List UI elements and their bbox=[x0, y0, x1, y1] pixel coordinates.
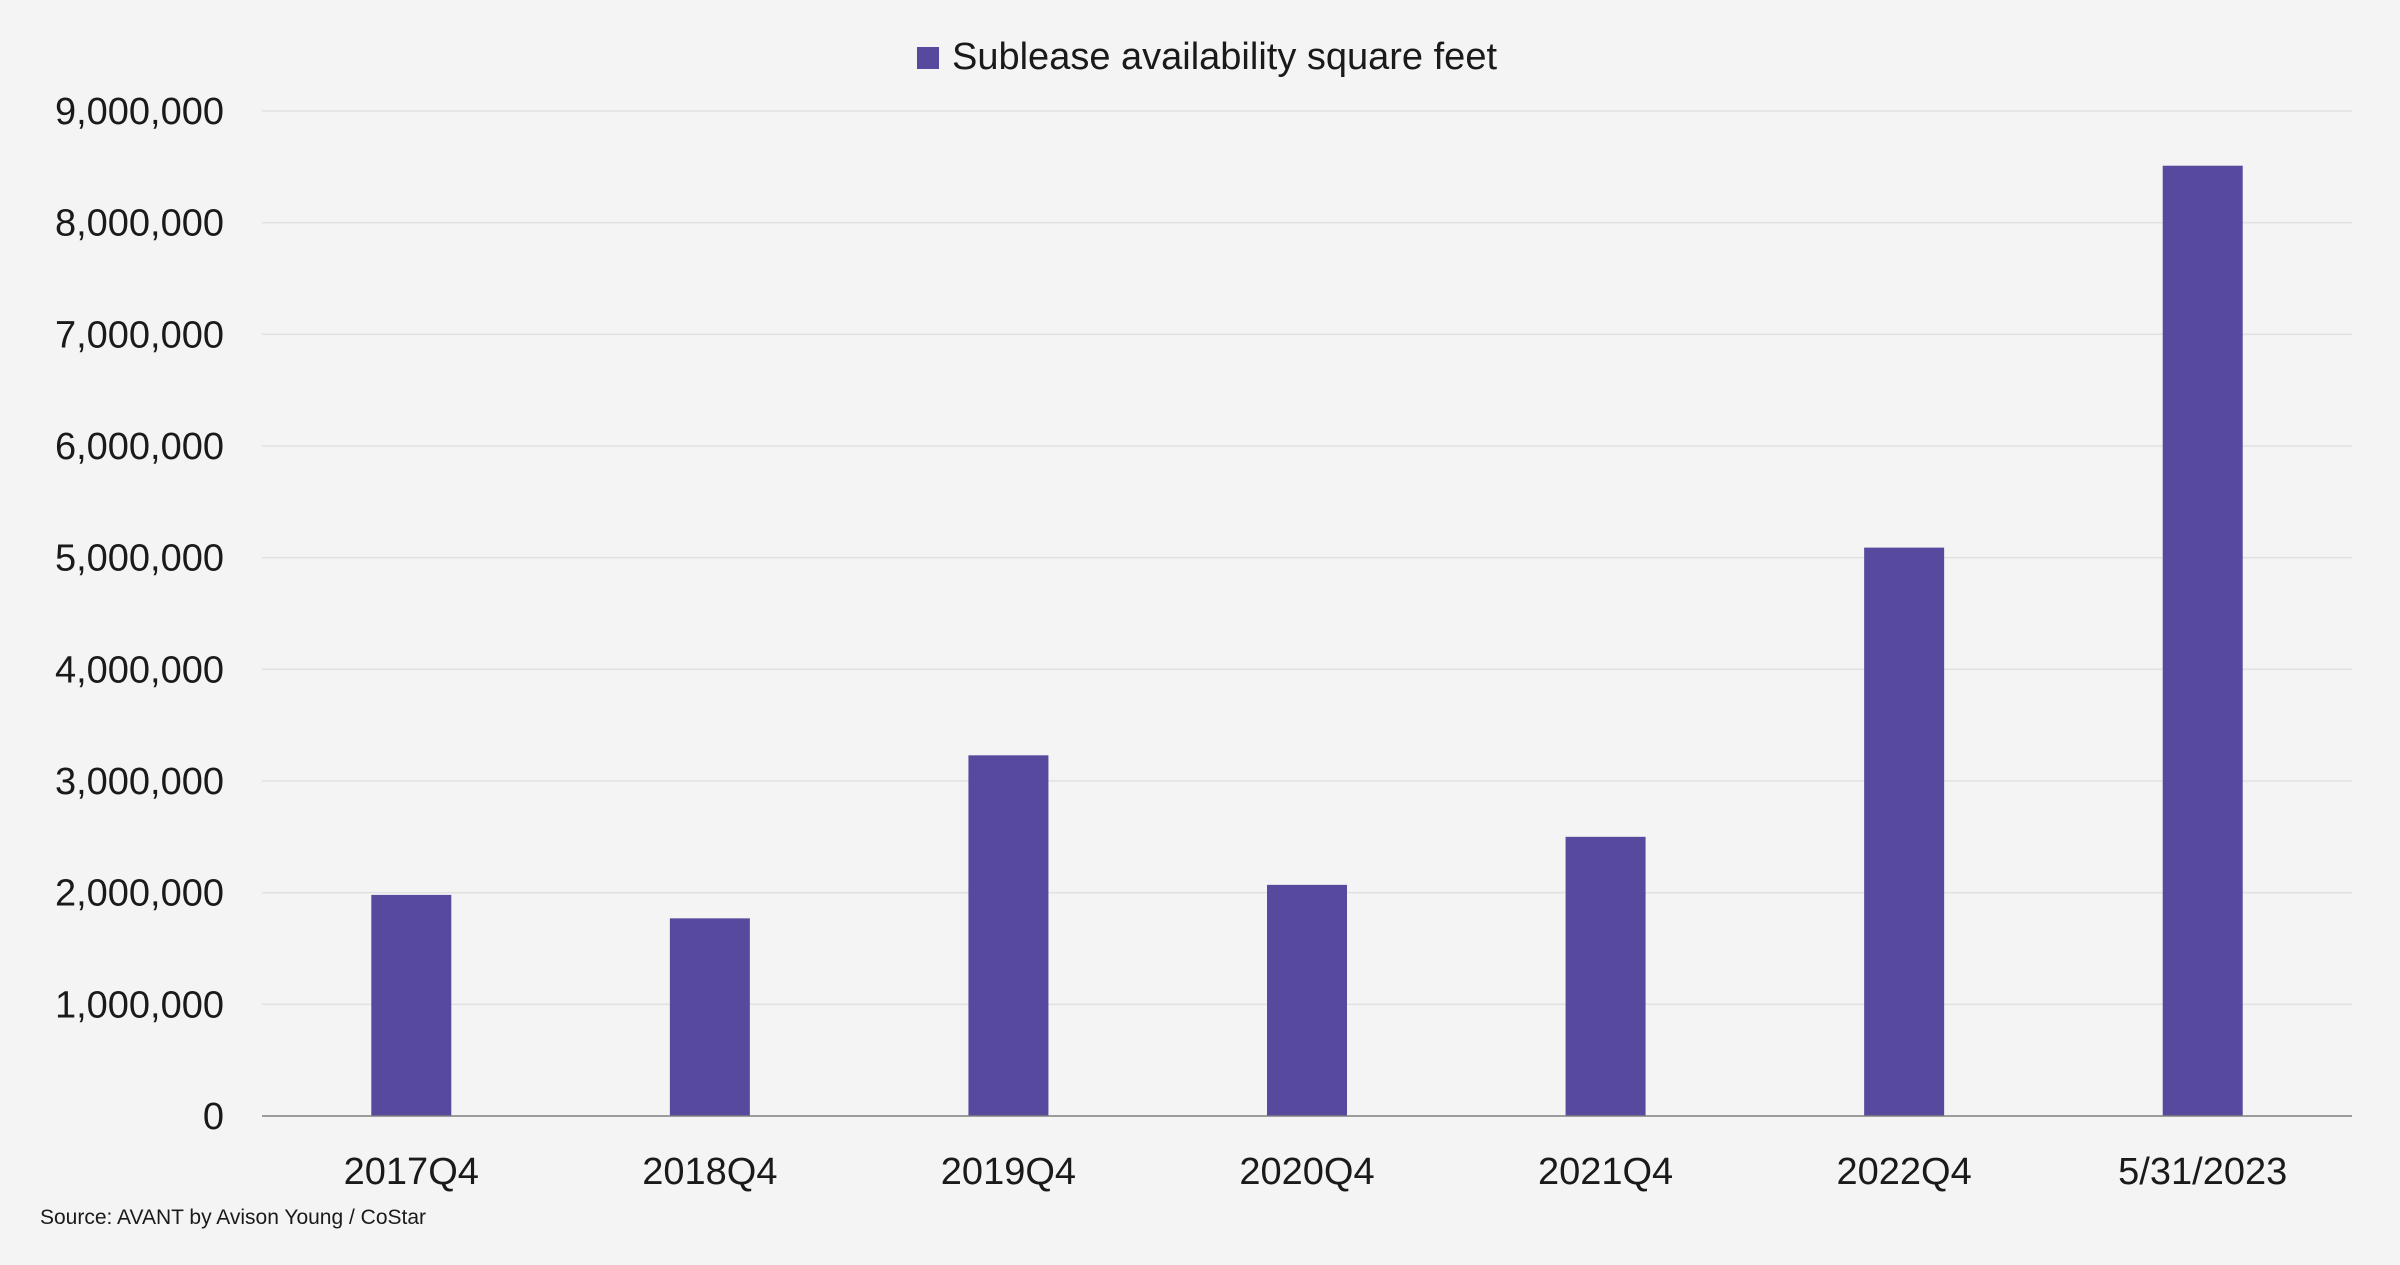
x-tick-label: 5/31/2023 bbox=[2118, 1151, 2287, 1193]
bar bbox=[2162, 165, 2243, 1116]
x-tick-label: 2021Q4 bbox=[1538, 1151, 1673, 1193]
y-tick-label: 7,000,000 bbox=[55, 314, 224, 356]
y-tick-label: 6,000,000 bbox=[55, 426, 224, 468]
gridlines bbox=[262, 110, 2352, 1006]
legend-label: Sublease availability square feet bbox=[952, 36, 1497, 78]
x-axis-ticks: 2017Q4 2018Q4 2019Q4 2020Q4 2021Q4 2022Q4 5/31… bbox=[344, 1151, 2288, 1193]
y-tick-label: 8,000,000 bbox=[55, 203, 224, 245]
y-tick-label: 3,000,000 bbox=[55, 761, 224, 803]
bar bbox=[1864, 547, 1945, 1116]
bar bbox=[1565, 836, 1646, 1116]
x-tick-label: 2018Q4 bbox=[642, 1151, 777, 1193]
y-tick-label: 0 bbox=[203, 1096, 224, 1138]
x-tick-label: 2017Q4 bbox=[344, 1151, 479, 1193]
y-tick-label: 2,000,000 bbox=[55, 873, 224, 915]
bar bbox=[968, 755, 1049, 1116]
y-axis-ticks: 0 1,000,000 2,000,000 3,000,000 4,000,000 5,0… bbox=[55, 91, 224, 1138]
bar bbox=[669, 918, 750, 1116]
bar bbox=[1267, 884, 1347, 1116]
source-note: Source: AVANT by Avison Young / CoStar bbox=[40, 1206, 427, 1229]
bars bbox=[371, 165, 2243, 1116]
x-tick-label: 2019Q4 bbox=[941, 1151, 1076, 1193]
y-tick-label: 1,000,000 bbox=[55, 984, 224, 1026]
x-tick-label: 2022Q4 bbox=[1837, 1151, 1972, 1193]
y-tick-label: 5,000,000 bbox=[55, 538, 224, 580]
legend-swatch bbox=[917, 47, 939, 69]
x-tick-label: 2020Q4 bbox=[1239, 1151, 1374, 1193]
legend: Sublease availability square feet bbox=[917, 36, 1497, 78]
bar bbox=[371, 894, 452, 1116]
y-tick-label: 9,000,000 bbox=[55, 91, 224, 133]
y-tick-label: 4,000,000 bbox=[55, 649, 224, 691]
